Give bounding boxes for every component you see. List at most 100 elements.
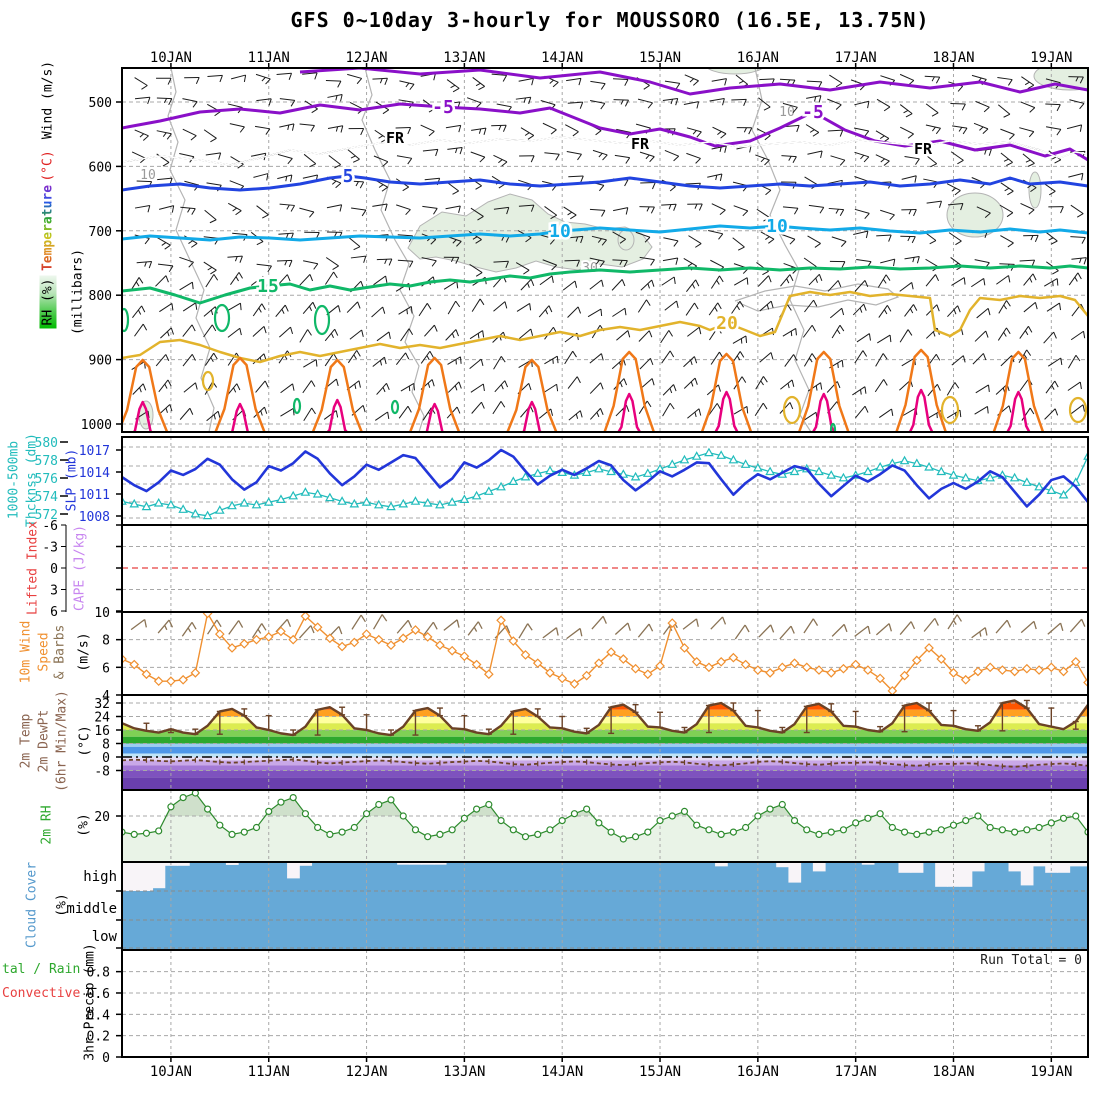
svg-text:middle: middle bbox=[66, 901, 117, 917]
panel-wind10: 10 8 6 4 bbox=[94, 606, 1089, 704]
svg-text:30: 30 bbox=[582, 261, 598, 276]
svg-text:20: 20 bbox=[716, 313, 738, 334]
panel-rh2m: 20 bbox=[94, 789, 1089, 863]
svg-text:5: 5 bbox=[343, 166, 354, 187]
svg-text:-8: -8 bbox=[94, 765, 110, 780]
cloud-bar bbox=[299, 863, 313, 866]
panel-cloud: high middle low bbox=[66, 861, 1089, 951]
run-total-label: Run Total = 0 bbox=[980, 953, 1082, 968]
svg-text:3: 3 bbox=[50, 584, 58, 599]
svg-text:FR: FR bbox=[386, 129, 405, 147]
cloud-bar bbox=[1057, 863, 1071, 873]
svg-text:10: 10 bbox=[766, 216, 788, 237]
svg-text:15: 15 bbox=[257, 276, 279, 297]
svg-text:1014: 1014 bbox=[79, 466, 110, 481]
cloud-bar bbox=[1045, 863, 1058, 873]
svg-text:FR: FR bbox=[631, 135, 650, 153]
contour-arches-25 bbox=[122, 348, 1045, 432]
cloud-bar bbox=[1020, 863, 1034, 886]
svg-text:18JAN: 18JAN bbox=[932, 50, 974, 66]
svg-text:-5: -5 bbox=[802, 102, 824, 123]
svg-text:700: 700 bbox=[89, 225, 112, 240]
cloud-bar bbox=[433, 863, 447, 865]
svg-text:10: 10 bbox=[549, 221, 571, 242]
svg-text:16: 16 bbox=[94, 724, 110, 739]
svg-text:15JAN: 15JAN bbox=[639, 1064, 681, 1080]
dewpoint-line bbox=[122, 758, 1088, 768]
panel-upper-air: 10 10 30 -5 -5 FR FR FR 5 10 10 15 20 500 600 700 800 900… bbox=[81, 50, 1089, 433]
svg-text:800: 800 bbox=[89, 289, 112, 304]
svg-text:578: 578 bbox=[35, 454, 58, 469]
cloud-bar bbox=[177, 863, 190, 866]
panel-slp-thickness: 1017 1014 1011 1008 580 578 576 574 572 bbox=[35, 436, 1089, 526]
cloud-bar bbox=[898, 863, 912, 873]
svg-text:19JAN: 19JAN bbox=[1030, 1064, 1072, 1080]
svg-text:6: 6 bbox=[50, 605, 58, 620]
svg-text:10JAN: 10JAN bbox=[150, 50, 192, 66]
svg-text:1011: 1011 bbox=[79, 488, 110, 503]
svg-text:572: 572 bbox=[35, 508, 58, 523]
svg-text:-6: -6 bbox=[42, 519, 58, 534]
cloud-bar bbox=[959, 863, 973, 887]
svg-text:1008: 1008 bbox=[79, 510, 110, 525]
upper-wind-barbs bbox=[130, 72, 1087, 422]
svg-text:0: 0 bbox=[102, 751, 110, 766]
svg-text:4: 4 bbox=[102, 689, 110, 704]
svg-text:low: low bbox=[92, 929, 118, 945]
cloud-bar bbox=[421, 863, 435, 865]
cloud-bar bbox=[812, 863, 826, 872]
svg-text:0: 0 bbox=[50, 562, 58, 577]
svg-text:12JAN: 12JAN bbox=[345, 50, 387, 66]
cloud-bar bbox=[788, 863, 802, 883]
svg-text:10: 10 bbox=[94, 606, 110, 621]
svg-text:0: 0 bbox=[102, 1051, 110, 1066]
slp-line bbox=[122, 448, 1088, 508]
temp2m-line bbox=[122, 699, 1088, 737]
cloud-bar bbox=[776, 863, 789, 868]
svg-text:14JAN: 14JAN bbox=[541, 50, 583, 66]
svg-text:1000: 1000 bbox=[81, 418, 112, 433]
cloud-bar bbox=[152, 863, 166, 889]
svg-text:13JAN: 13JAN bbox=[443, 50, 485, 66]
svg-text:18JAN: 18JAN bbox=[932, 1064, 974, 1080]
svg-text:FR: FR bbox=[914, 140, 933, 158]
cloud-bar bbox=[1008, 863, 1022, 872]
svg-text:-3: -3 bbox=[42, 541, 58, 556]
svg-text:32: 32 bbox=[94, 697, 110, 712]
cloud-bar bbox=[935, 863, 948, 887]
cloud-bar bbox=[1069, 863, 1083, 867]
svg-text:17JAN: 17JAN bbox=[835, 1064, 877, 1080]
svg-text:8: 8 bbox=[102, 634, 110, 649]
svg-text:10JAN: 10JAN bbox=[150, 1064, 192, 1080]
cloud-bar bbox=[397, 863, 410, 865]
svg-text:11JAN: 11JAN bbox=[248, 50, 290, 66]
cloud-bar bbox=[128, 863, 141, 891]
svg-text:19JAN: 19JAN bbox=[1030, 50, 1072, 66]
svg-text:10: 10 bbox=[779, 105, 795, 120]
svg-text:17JAN: 17JAN bbox=[835, 50, 877, 66]
svg-text:1017: 1017 bbox=[79, 444, 110, 459]
svg-text:6: 6 bbox=[102, 661, 110, 676]
cloud-bar bbox=[910, 863, 924, 873]
cloud-bar bbox=[140, 863, 154, 891]
svg-text:900: 900 bbox=[89, 354, 112, 369]
svg-text:10: 10 bbox=[140, 168, 156, 183]
svg-text:0.6: 0.6 bbox=[87, 987, 110, 1002]
cloud-bar bbox=[409, 863, 423, 865]
svg-text:0.4: 0.4 bbox=[87, 1008, 111, 1023]
cloud-bar bbox=[1081, 863, 1088, 867]
svg-text:-5: -5 bbox=[432, 97, 454, 118]
svg-text:14JAN: 14JAN bbox=[541, 1064, 583, 1080]
cloud-bar bbox=[1032, 863, 1046, 867]
svg-text:500: 500 bbox=[89, 96, 112, 111]
legend-convective: Convective bbox=[2, 986, 81, 1001]
cloud-bar bbox=[122, 863, 129, 891]
svg-text:24: 24 bbox=[94, 711, 110, 726]
svg-text:574: 574 bbox=[35, 490, 59, 505]
svg-text:11JAN: 11JAN bbox=[248, 1064, 290, 1080]
svg-text:12JAN: 12JAN bbox=[345, 1064, 387, 1080]
svg-text:0.8: 0.8 bbox=[87, 966, 110, 981]
